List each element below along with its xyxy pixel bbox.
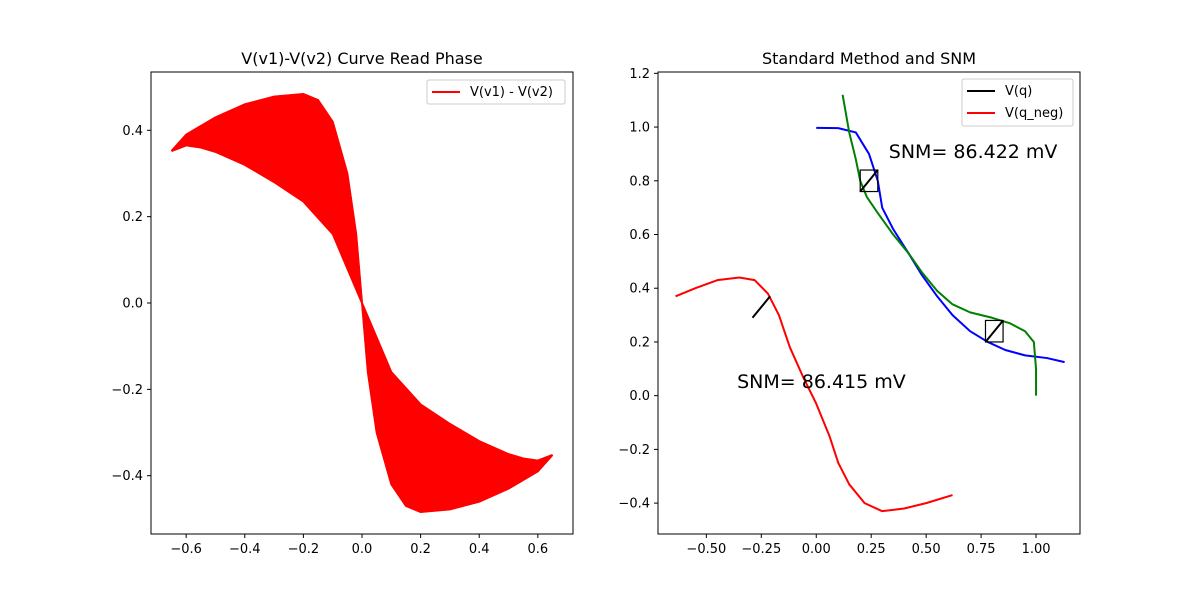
left-ytick-label: −0.4: [111, 469, 143, 484]
right-ytick-label: 0.4: [629, 282, 650, 297]
right-xtick-label: 0.75: [967, 542, 996, 557]
left-xtick-label: 0.2: [410, 542, 431, 557]
left-legend-label: V(v1) - V(v2): [470, 85, 553, 100]
series-line-0: [816, 126, 1065, 364]
right-legend: V(q) V(q_neg): [961, 78, 1074, 127]
left-xtick-label: −0.2: [288, 542, 320, 557]
right-legend-label-vqneg: V(q_neg): [1005, 106, 1063, 121]
right-xtick-label: 1.00: [1022, 542, 1051, 557]
right-ytick-label: 0.0: [629, 389, 650, 404]
right-legend-label-vq: V(q): [1005, 84, 1032, 99]
left-xtick-label: 0.6: [527, 542, 548, 557]
snm-annotation-upper: SNM= 86.422 mV: [889, 141, 1058, 163]
snm-annotation-lower: SNM= 86.415 mV: [737, 371, 906, 393]
series-line-1: [841, 94, 1038, 396]
right-plot-frame: [657, 71, 1081, 535]
right-xtick-label: 0.50: [912, 542, 941, 557]
snm-square-1: [984, 319, 1004, 343]
right-xtick-label: 0.00: [802, 542, 831, 557]
right-ytick-label: −0.4: [618, 497, 650, 512]
left-plot-frame: [150, 71, 574, 535]
snm-square-0: [859, 169, 879, 193]
right-ytick-label: 1.2: [629, 67, 650, 82]
right-xtick-label: 0.25: [857, 542, 886, 557]
left-plot: V(v1)-V(v2) Curve Read Phase −0.6 −0.4 −0.…: [111, 49, 574, 557]
right-xtick-label: −0.25: [741, 542, 781, 557]
left-xtick-label: 0.0: [352, 542, 373, 557]
left-ytick-label: 0.2: [122, 210, 143, 225]
left-ytick-label: 0.4: [122, 124, 143, 139]
series-line-3: [751, 295, 771, 319]
right-plot-title: Standard Method and SNM: [762, 49, 976, 68]
right-ytick-label: 0.6: [629, 228, 650, 243]
left-ytick-label: −0.2: [111, 383, 143, 398]
right-ytick-label: 0.8: [629, 174, 650, 189]
right-ytick-label: 0.2: [629, 335, 650, 350]
right-plot: Standard Method and SNM −0.50 −0.25 0.00 0.…: [618, 49, 1081, 557]
series-line-5: [984, 319, 1004, 343]
left-xtick-label: −0.6: [170, 542, 202, 557]
left-plot-title: V(v1)-V(v2) Curve Read Phase: [241, 49, 482, 68]
left-ytick-label: 0.0: [122, 297, 143, 312]
series-line-2: [675, 276, 953, 513]
right-ytick-label: 1.0: [629, 121, 650, 136]
series-line-4: [859, 169, 879, 193]
right-xtick-label: −0.50: [686, 542, 726, 557]
left-legend: V(v1) - V(v2): [426, 79, 566, 105]
right-ytick-label: −0.2: [618, 443, 650, 458]
left-xtick-label: 0.4: [469, 542, 490, 557]
band-inner-curve: [171, 144, 553, 462]
left-xtick-label: −0.4: [229, 542, 261, 557]
